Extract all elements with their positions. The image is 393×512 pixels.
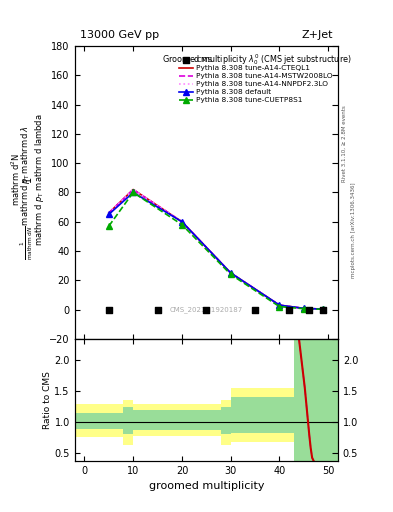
Pythia 8.308 tune-A14-CTEQL1 [277, 302, 282, 308]
CMS [252, 306, 258, 314]
Text: 13000 GeV pp: 13000 GeV pp [80, 30, 159, 40]
Line: Pythia 8.308 tune-A14-NNPDF2.3LO: Pythia 8.308 tune-A14-NNPDF2.3LO [109, 189, 323, 309]
Line: Pythia 8.308 tune-A14-CTEQL1: Pythia 8.308 tune-A14-CTEQL1 [109, 189, 323, 309]
Line: Pythia 8.308 tune-A14-MSTW2008LO: Pythia 8.308 tune-A14-MSTW2008LO [109, 189, 323, 309]
Pythia 8.308 default [131, 189, 136, 196]
Text: mathrm d$^2$N: mathrm d$^2$N [9, 153, 22, 206]
Pythia 8.308 tune-A14-CTEQL1 [321, 306, 326, 312]
CMS [306, 306, 312, 314]
Pythia 8.308 tune-A14-MSTW2008LO [131, 186, 136, 193]
Pythia 8.308 tune-A14-NNPDF2.3LO [131, 186, 136, 193]
Pythia 8.308 tune-A14-MSTW2008LO [321, 306, 326, 312]
CMS [320, 306, 327, 314]
Pythia 8.308 tune-CUETP8S1 [107, 223, 111, 229]
CMS [286, 306, 292, 314]
Pythia 8.308 tune-A14-MSTW2008LO [180, 219, 184, 225]
Pythia 8.308 default [107, 211, 111, 218]
Pythia 8.308 default [321, 306, 326, 312]
Pythia 8.308 tune-A14-MSTW2008LO [228, 270, 233, 276]
Pythia 8.308 tune-CUETP8S1 [228, 271, 233, 278]
Text: $\frac{1}{\mathrm{mathrm\,d}N}\,\mathrm{mathrm\,d}\,p_{\mathrm{T}}\,\mathrm{math: $\frac{1}{\mathrm{mathrm\,d}N}\,\mathrm{… [19, 125, 35, 260]
Text: mathrm d $p_{\mathrm{T}}$ mathrm d lambda: mathrm d $p_{\mathrm{T}}$ mathrm d lambd… [33, 113, 46, 246]
Pythia 8.308 tune-A14-CTEQL1 [180, 219, 184, 225]
Pythia 8.308 tune-CUETP8S1 [180, 222, 184, 228]
Pythia 8.308 default [228, 270, 233, 276]
Pythia 8.308 default [301, 305, 306, 311]
Line: Pythia 8.308 tune-CUETP8S1: Pythia 8.308 tune-CUETP8S1 [106, 189, 326, 312]
Pythia 8.308 tune-A14-NNPDF2.3LO [301, 305, 306, 311]
Pythia 8.308 tune-A14-MSTW2008LO [277, 302, 282, 308]
Text: CMS_2021_I1920187: CMS_2021_I1920187 [170, 306, 243, 313]
Pythia 8.308 tune-CUETP8S1 [131, 189, 136, 196]
Pythia 8.308 tune-A14-CTEQL1 [228, 270, 233, 276]
CMS [154, 306, 161, 314]
Pythia 8.308 tune-CUETP8S1 [301, 306, 306, 312]
Text: Z+Jet: Z+Jet [301, 30, 333, 40]
Legend: CMS, Pythia 8.308 tune-A14-CTEQL1, Pythia 8.308 tune-A14-MSTW2008LO, Pythia 8.30: CMS, Pythia 8.308 tune-A14-CTEQL1, Pythi… [177, 56, 334, 104]
Pythia 8.308 default [180, 219, 184, 225]
Pythia 8.308 default [277, 302, 282, 308]
Pythia 8.308 tune-CUETP8S1 [321, 306, 326, 312]
CMS [106, 306, 112, 314]
Pythia 8.308 tune-CUETP8S1 [277, 304, 282, 310]
Y-axis label: Ratio to CMS: Ratio to CMS [43, 371, 51, 429]
Text: Rivet 3.1.10, ≥ 2.8M events: Rivet 3.1.10, ≥ 2.8M events [342, 105, 346, 182]
Pythia 8.308 tune-A14-NNPDF2.3LO [180, 219, 184, 225]
X-axis label: groomed multiplicity: groomed multiplicity [149, 481, 264, 491]
Pythia 8.308 tune-A14-MSTW2008LO [107, 210, 111, 216]
Pythia 8.308 tune-A14-NNPDF2.3LO [107, 210, 111, 216]
Text: mcplots.cern.ch [arXiv:1306.3436]: mcplots.cern.ch [arXiv:1306.3436] [351, 183, 356, 278]
Pythia 8.308 tune-A14-CTEQL1 [107, 210, 111, 216]
Text: 1: 1 [22, 176, 33, 182]
Pythia 8.308 tune-A14-NNPDF2.3LO [321, 306, 326, 312]
Pythia 8.308 tune-A14-MSTW2008LO [301, 305, 306, 311]
Pythia 8.308 tune-A14-CTEQL1 [131, 186, 136, 193]
Pythia 8.308 tune-A14-NNPDF2.3LO [277, 302, 282, 308]
Line: Pythia 8.308 default: Pythia 8.308 default [106, 189, 326, 312]
CMS [203, 306, 209, 314]
Text: Groomed multiplicity $\lambda_0^0$ (CMS jet substructure): Groomed multiplicity $\lambda_0^0$ (CMS … [162, 52, 351, 67]
Pythia 8.308 tune-A14-CTEQL1 [301, 305, 306, 311]
Pythia 8.308 tune-A14-NNPDF2.3LO [228, 270, 233, 276]
